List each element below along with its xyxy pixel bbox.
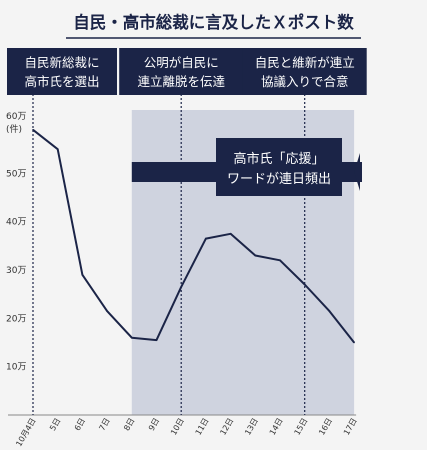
- x-tick-label: 9日: [147, 417, 161, 433]
- x-tick-label: 7日: [97, 417, 111, 433]
- data-point: [328, 310, 331, 312]
- x-tick-label: 15日: [293, 417, 310, 437]
- event-box: [119, 48, 244, 95]
- y-tick-label: 40万: [6, 218, 26, 228]
- x-tick-label: 8日: [122, 417, 136, 433]
- data-point: [81, 274, 84, 276]
- x-tick-label: 10月4日: [14, 417, 37, 449]
- arrow-label-box: [216, 138, 342, 196]
- y-tick-label: 20万: [6, 314, 26, 324]
- data-point: [32, 129, 34, 131]
- x-tick-label: 10日: [169, 417, 186, 437]
- y-tick-label: 50万: [6, 169, 26, 179]
- data-point: [131, 336, 133, 339]
- y-tick-label: 10万: [6, 363, 26, 373]
- data-point: [229, 232, 232, 235]
- event-label: 自民と維新が連立: [255, 55, 355, 70]
- x-tick-label: 12日: [218, 417, 235, 437]
- event-box: [242, 48, 367, 95]
- arrow-head: [354, 153, 360, 191]
- data-point: [205, 237, 207, 240]
- data-point: [353, 341, 355, 344]
- data-point: [56, 148, 59, 150]
- x-tick-label: 6日: [73, 417, 87, 433]
- data-point: [180, 286, 182, 288]
- x-tick-label: 5日: [48, 417, 62, 433]
- series-line: [32, 129, 355, 344]
- event-label: 高市氏を選出: [24, 74, 99, 89]
- x-tick-label: 14日: [268, 417, 285, 437]
- data-point: [106, 310, 108, 312]
- event-label: 公明が自民に: [144, 55, 219, 70]
- arrow-label: 高市氏「応援」: [233, 151, 324, 167]
- event-box: [7, 48, 117, 95]
- arrow-shaft-left: [131, 162, 216, 182]
- data-point: [254, 254, 257, 257]
- y-unit-label: 60万: [6, 112, 26, 122]
- x-tick-label: 13日: [243, 417, 260, 437]
- event-label: 協議入りで合意: [261, 74, 349, 89]
- event-label: 自民新総裁に: [24, 55, 99, 70]
- arrow-label: ワードが連日頻出: [227, 172, 331, 187]
- x-tick-label: 17日: [342, 417, 359, 437]
- data-point: [303, 283, 306, 286]
- y-unit-label-2: (件): [6, 123, 22, 135]
- chart-title: 自民・高市総裁に言及したＸポスト数: [73, 12, 354, 32]
- event-label: 連立離脱を伝達: [137, 74, 225, 89]
- data-point: [155, 339, 158, 341]
- x-tick-label: 11日: [194, 417, 211, 437]
- y-tick-label: 30万: [6, 266, 26, 276]
- data-point: [279, 259, 281, 262]
- x-tick-label: 16日: [317, 417, 334, 437]
